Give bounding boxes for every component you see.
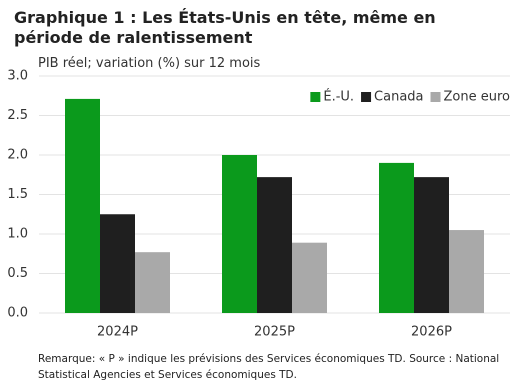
bar [222, 155, 257, 313]
x-tick-label: 2026P [411, 325, 452, 340]
legend-label: É.-U. [323, 89, 354, 105]
y-tick-label: 0.5 [7, 266, 28, 281]
bar [100, 214, 135, 313]
y-tick-label: 3.0 [7, 69, 28, 84]
chart-subtitle: PIB réel; variation (%) sur 12 mois [38, 56, 261, 71]
legend-swatch [361, 92, 372, 102]
y-tick-label: 1.0 [7, 227, 28, 242]
chart-note: Remarque: « P » indique les prévisions d… [38, 353, 500, 381]
legend-swatch [310, 92, 321, 102]
chart-title: Graphique 1 : Les États-Unis en tête, mê… [14, 8, 436, 47]
bar [257, 177, 292, 313]
bar [414, 177, 449, 313]
y-tick-label: 0.0 [7, 306, 28, 321]
x-tick-label: 2025P [254, 325, 295, 340]
legend-swatch [430, 92, 441, 102]
y-tick-label: 1.5 [7, 187, 28, 202]
legend-label: Zone euro [444, 90, 511, 105]
bar [65, 98, 100, 313]
y-tick-label: 2.5 [7, 108, 28, 123]
bar [449, 230, 484, 313]
bar [135, 252, 170, 313]
y-tick-label: 2.0 [7, 148, 28, 163]
legend-label: Canada [374, 90, 423, 105]
bar [379, 162, 414, 313]
x-tick-label: 2024P [97, 325, 138, 340]
bar [292, 242, 327, 313]
